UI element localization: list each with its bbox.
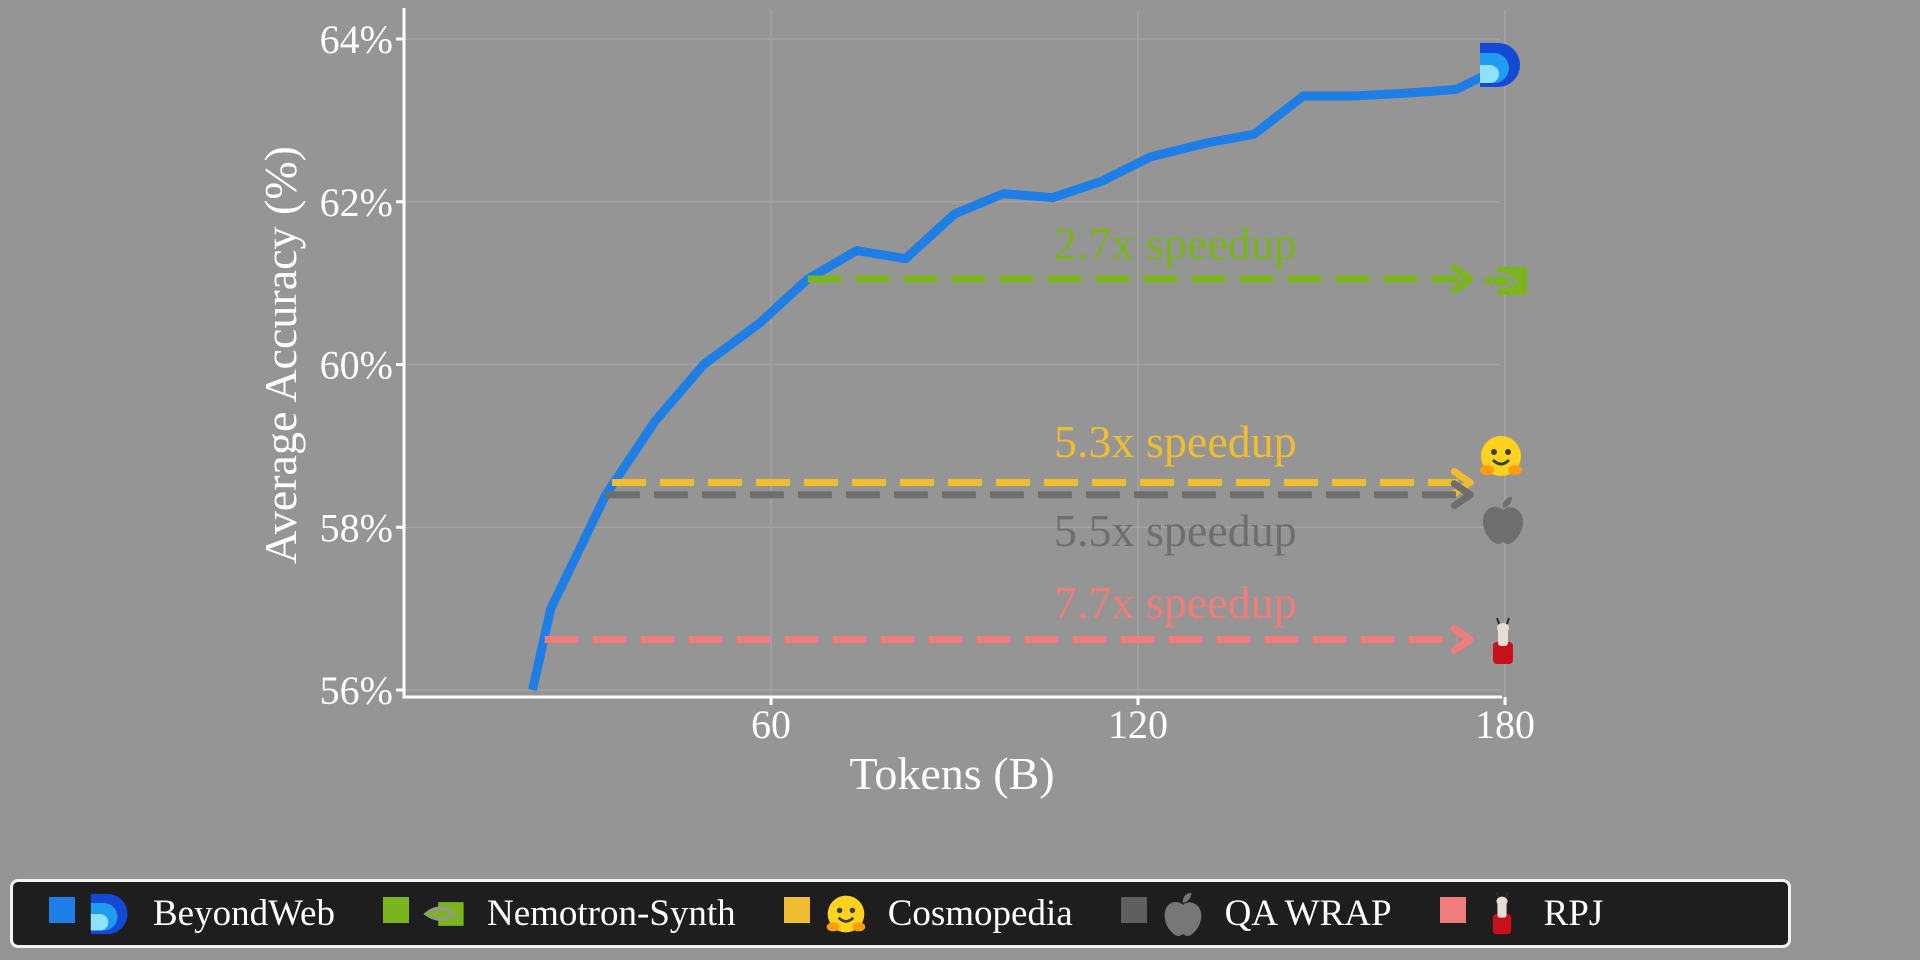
apple-logo-icon xyxy=(1161,892,1205,936)
nvidia-logo-icon-graphic xyxy=(423,901,464,926)
nvidia-logo-swirl xyxy=(433,907,451,920)
llama-ear xyxy=(1506,617,1510,625)
legend-swatch xyxy=(1120,896,1147,923)
apple-logo-icon-graphic xyxy=(1164,892,1202,936)
apple-logo-body xyxy=(1483,506,1523,544)
series-line-beyondweb xyxy=(528,67,1495,691)
llama-icon xyxy=(1480,891,1524,936)
legend: BeyondWeb Nemotron-Synth Cosmopedia QA W… xyxy=(10,879,1791,948)
beyondweb-logo-icon-group xyxy=(90,893,128,934)
hugging-face-icon xyxy=(824,892,868,936)
llama-ear xyxy=(1504,891,1508,898)
hugging-face-hand xyxy=(826,921,840,931)
hugging-face-mouth xyxy=(837,916,854,923)
y-tick-label: 56% xyxy=(320,668,393,713)
x-tick-label: 120 xyxy=(1108,702,1168,747)
y-tick-label: 58% xyxy=(320,505,393,550)
x-axis-label: Tokens (B) xyxy=(849,748,1054,799)
hugging-face-icon xyxy=(1480,436,1522,476)
speedup-label-rpj: 7.7x speedup xyxy=(1054,577,1297,628)
hugging-face-icon-graphic xyxy=(826,895,865,932)
llama-icon xyxy=(1493,617,1513,664)
hugging-face-mouth xyxy=(1491,458,1511,466)
hugging-face-eye xyxy=(836,907,843,913)
legend-label: Nemotron-Synth xyxy=(486,893,736,934)
legend-label: BeyondWeb xyxy=(153,893,335,934)
apple-logo-body xyxy=(1164,901,1202,936)
legend-label: RPJ xyxy=(1543,893,1604,934)
x-tick-label: 60 xyxy=(751,702,791,747)
legend-swatch xyxy=(1439,896,1466,923)
speedup-label-qa-wrap: 5.5x speedup xyxy=(1054,505,1297,556)
nvidia-logo-swirl xyxy=(1491,274,1511,288)
nvidia-logo-icon xyxy=(1479,267,1527,295)
beyondweb-logo-icon-graphic xyxy=(90,893,128,934)
legend-item-nemotron-synth: Nemotron-Synth xyxy=(382,892,736,936)
arrow-head-rpj xyxy=(1450,625,1474,655)
nvidia-logo-icon-group xyxy=(423,901,464,926)
beyondweb-logo-icon xyxy=(89,892,133,936)
y-tick-label: 60% xyxy=(320,343,393,388)
hugging-face-hand xyxy=(852,921,865,931)
hugging-face-eye xyxy=(849,907,855,913)
legend-item-cosmopedia: Cosmopedia xyxy=(783,892,1073,936)
hugging-face-hand xyxy=(1480,465,1494,475)
apple-logo-icon xyxy=(1483,497,1523,544)
y-tick-label: 64% xyxy=(320,17,393,62)
llama-icon-graphic xyxy=(1492,891,1511,934)
hugging-face-eye xyxy=(1505,449,1511,455)
legend-label: QA WRAP xyxy=(1224,893,1392,934)
arrow-head-qa-wrap xyxy=(1450,480,1474,510)
apple-logo-icon-group xyxy=(1164,892,1202,936)
legend-swatch xyxy=(382,896,409,923)
y-axis-label: Average Accuracy (%) xyxy=(255,146,306,564)
apple-logo-leaf xyxy=(1182,892,1191,903)
beyondweb-logo-inner xyxy=(1480,65,1499,83)
hugging-face-hand xyxy=(1508,465,1522,475)
legend-swatch xyxy=(49,896,75,923)
llama-icon-group xyxy=(1492,891,1511,934)
legend-item-rpj: RPJ xyxy=(1439,891,1604,936)
nvidia-logo-icon xyxy=(423,892,467,936)
llama-ear xyxy=(1496,617,1500,625)
llama-body xyxy=(1492,913,1511,934)
hugging-face-icon-group xyxy=(826,895,865,932)
speedup-label-nemotron-synth: 2.7x speedup xyxy=(1054,218,1297,269)
llama-head xyxy=(1497,623,1509,633)
speedup-label-cosmopedia: 5.3x speedup xyxy=(1054,416,1297,467)
llama-head xyxy=(1496,896,1508,906)
llama-ear xyxy=(1495,891,1499,898)
legend-item-beyondweb: BeyondWeb xyxy=(49,892,335,936)
beyondweb-logo-inner xyxy=(90,913,109,930)
y-tick-label: 62% xyxy=(320,180,393,225)
legend-label: Cosmopedia xyxy=(887,893,1073,934)
hugging-face-eye xyxy=(1491,449,1497,455)
llama-body xyxy=(1493,642,1513,664)
legend-swatch xyxy=(783,896,810,923)
legend-item-qa-wrap: QA WRAP xyxy=(1120,892,1392,936)
apple-logo-leaf xyxy=(1502,497,1512,508)
x-tick-label: 180 xyxy=(1475,702,1535,747)
beyondweb-logo-icon xyxy=(1480,43,1520,87)
arrow-head-nemotron-synth xyxy=(1450,264,1474,294)
